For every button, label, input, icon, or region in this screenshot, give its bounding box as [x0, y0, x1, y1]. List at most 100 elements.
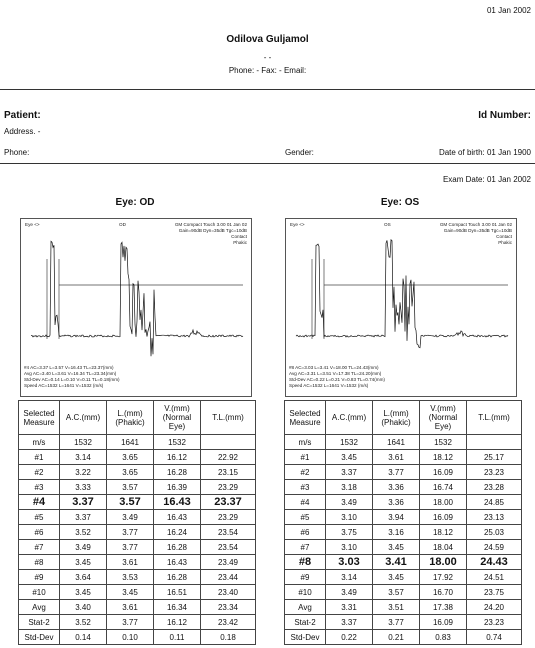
table-cell: 3.51 [373, 600, 420, 615]
column-header: T.L.(mm) [467, 401, 522, 435]
table-cell: Std-Dev [19, 630, 60, 645]
table-cell: 22.92 [201, 450, 256, 465]
column-header: T.L.(mm) [201, 401, 256, 435]
table-cell: 23.29 [201, 510, 256, 525]
table-cell: 3.57 [373, 585, 420, 600]
column-header: A.C.(mm) [60, 401, 107, 435]
table-cell: Stat-2 [285, 615, 326, 630]
table-cell: 23.37 [201, 495, 256, 510]
table-cell: 0.11 [154, 630, 201, 645]
column-header: Selected Measure [285, 401, 326, 435]
table-cell: 23.29 [201, 480, 256, 495]
table-cell: 23.23 [467, 615, 522, 630]
table-cell: 3.57 [107, 495, 154, 510]
scan-measure: Avg AC=3.40 L=3.61 V=16.34 TL=23.34(mm) [24, 371, 117, 376]
scan-device: GM Compact Touch 3.00 01 Jan 02 [175, 222, 248, 227]
eye-title: Eye: OS [340, 197, 460, 208]
table-cell: 23.44 [201, 570, 256, 585]
table-cell: 23.13 [467, 510, 522, 525]
table-cell: #10 [285, 585, 326, 600]
table-cell: #5 [19, 510, 60, 525]
table-cell: 16.34 [154, 600, 201, 615]
table-cell: 3.37 [60, 510, 107, 525]
report-date: 01 Jan 2002 [487, 6, 531, 15]
table-cell: 0.83 [420, 630, 467, 645]
table-cell: m/s [19, 435, 60, 450]
scan-eye: Eye <> [25, 222, 40, 227]
table-cell: 23.34 [201, 600, 256, 615]
table-cell: 0.74 [467, 630, 522, 645]
scan-measure: Avg AC=3.31 L=3.51 V=17.38 TL=24.20(mm) [289, 371, 382, 376]
table-cell: #8 [19, 555, 60, 570]
table-cell [467, 435, 522, 450]
table-cell: Stat-2 [19, 615, 60, 630]
table-cell: 3.75 [326, 525, 373, 540]
table-cell: 3.77 [373, 465, 420, 480]
exam-date: Exam Date: 01 Jan 2002 [443, 175, 531, 184]
table-cell: 16.43 [154, 510, 201, 525]
table-cell: 0.18 [201, 630, 256, 645]
table-cell: #4 [19, 495, 60, 510]
table-cell: 23.75 [467, 585, 522, 600]
table-cell: 3.49 [326, 585, 373, 600]
table-cell: 3.31 [326, 600, 373, 615]
table-cell: 23.28 [467, 480, 522, 495]
table-cell: 0.14 [60, 630, 107, 645]
table-cell: 17.92 [420, 570, 467, 585]
table-cell: 18.12 [420, 450, 467, 465]
scan-image: Eye <> OD GM Compact Touch 3.00 01 Jan 02G… [21, 219, 251, 396]
column-header: L.(mm) (Phakic) [107, 401, 154, 435]
gender: Gender: [285, 148, 314, 157]
scan-mode: Phakic [233, 240, 247, 245]
table-cell: #3 [285, 480, 326, 495]
scan-measure: Speed AC=1532 L=1641 V=1532 (m/s) [24, 383, 104, 388]
table-cell: #9 [19, 570, 60, 585]
table-cell: 24.85 [467, 495, 522, 510]
scan-mode: Contact [496, 234, 513, 239]
table-cell: #1 [19, 450, 60, 465]
table-cell: 16.12 [154, 450, 201, 465]
table-cell: 3.77 [107, 615, 154, 630]
eye-title: Eye: OD [75, 197, 195, 208]
column-header: A.C.(mm) [326, 401, 373, 435]
table-cell: 0.22 [326, 630, 373, 645]
table-cell: 3.03 [326, 555, 373, 570]
table-cell: 3.37 [60, 495, 107, 510]
table-cell: 1532 [154, 435, 201, 450]
column-header: V.(mm) (Normal Eye) [420, 401, 467, 435]
table-cell: 16.09 [420, 465, 467, 480]
table-cell: 16.43 [154, 495, 201, 510]
table-cell: 16.12 [154, 615, 201, 630]
page: 01 Jan 2002 Odilova Guljamol - - Phone: … [0, 0, 535, 648]
phone: Phone: [4, 148, 29, 157]
table-cell: 3.61 [107, 600, 154, 615]
scan-measure: #4 AC=3.37 L=3.57 V=16.43 TL=23.37(mm) [24, 365, 114, 370]
table-cell: #8 [285, 555, 326, 570]
table-cell: 16.74 [420, 480, 467, 495]
table-cell: 16.51 [154, 585, 201, 600]
table-cell: 16.09 [420, 615, 467, 630]
scan-settings: Gain=90dB Dyn=35dB Tgc=10dB [179, 228, 247, 233]
scan-eye: Eye <> [290, 222, 305, 227]
table-cell: 3.53 [107, 570, 154, 585]
table-cell: 23.40 [201, 585, 256, 600]
scan-side: OD [119, 222, 127, 227]
table-cell: 3.61 [373, 450, 420, 465]
